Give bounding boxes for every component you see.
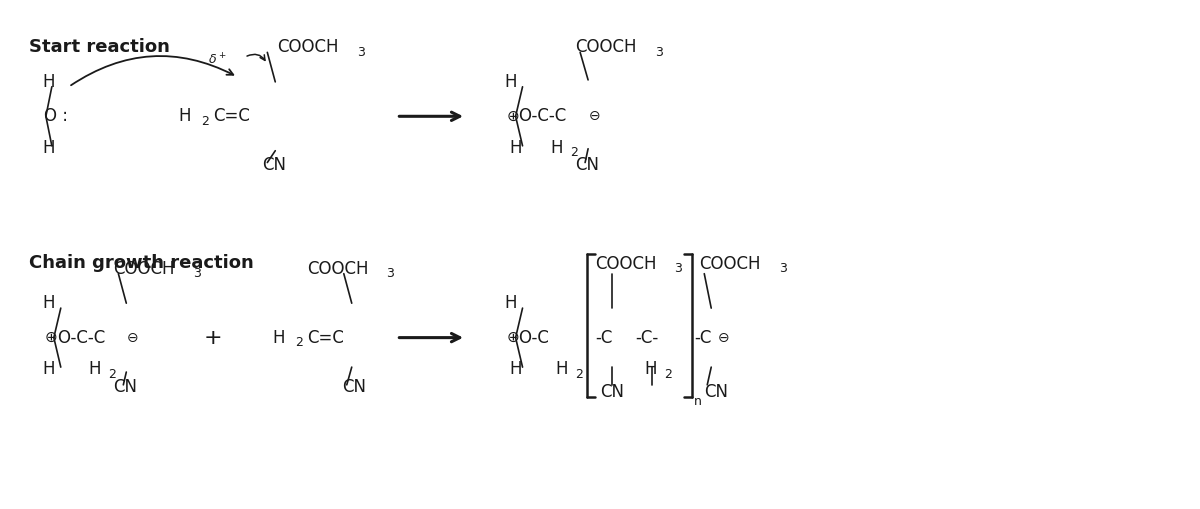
Text: 3: 3 xyxy=(779,262,787,275)
Text: 3: 3 xyxy=(386,267,395,280)
Text: 3: 3 xyxy=(193,267,200,280)
Text: -C: -C xyxy=(595,329,612,347)
Text: H: H xyxy=(43,294,55,312)
Text: 2: 2 xyxy=(108,367,116,381)
Text: CN: CN xyxy=(263,156,287,175)
Text: 2: 2 xyxy=(575,367,583,381)
Text: 2: 2 xyxy=(570,146,578,159)
Text: 3: 3 xyxy=(356,46,365,59)
FancyArrowPatch shape xyxy=(247,54,265,61)
Text: CN: CN xyxy=(575,156,599,175)
Text: H: H xyxy=(89,360,101,378)
Text: H: H xyxy=(43,360,55,378)
Text: H: H xyxy=(504,73,517,91)
Text: O-C-C: O-C-C xyxy=(518,107,566,125)
Text: H: H xyxy=(509,360,522,378)
Text: H: H xyxy=(509,139,522,157)
Text: H: H xyxy=(272,329,284,347)
Text: +: + xyxy=(203,328,222,348)
Text: Start reaction: Start reaction xyxy=(29,38,170,55)
Text: H: H xyxy=(644,360,658,378)
Text: COOCH: COOCH xyxy=(307,260,368,278)
Text: $\oplus$: $\oplus$ xyxy=(505,330,520,345)
Text: COOCH: COOCH xyxy=(114,260,175,278)
Text: Chain growth reaction: Chain growth reaction xyxy=(29,254,253,272)
Text: CN: CN xyxy=(114,378,138,396)
Text: 3: 3 xyxy=(655,46,662,59)
Text: 3: 3 xyxy=(674,262,683,275)
Text: COOCH: COOCH xyxy=(277,39,338,56)
Text: 2: 2 xyxy=(200,115,209,128)
Text: COOCH: COOCH xyxy=(575,39,637,56)
Text: 2: 2 xyxy=(665,367,672,381)
Text: $\ominus$: $\ominus$ xyxy=(588,109,600,123)
Text: O :: O : xyxy=(44,107,68,125)
Text: CN: CN xyxy=(704,383,728,401)
Text: C=C: C=C xyxy=(307,329,344,347)
Text: H: H xyxy=(43,139,55,157)
FancyArrowPatch shape xyxy=(71,56,233,85)
Text: n: n xyxy=(695,395,702,408)
Text: $\oplus$: $\oplus$ xyxy=(505,109,520,124)
Text: $\delta^+$: $\delta^+$ xyxy=(209,52,227,68)
Text: H: H xyxy=(504,294,517,312)
Text: -C: -C xyxy=(695,329,712,347)
Text: H: H xyxy=(551,139,563,157)
Text: COOCH: COOCH xyxy=(595,255,656,273)
Text: C=C: C=C xyxy=(212,107,250,125)
Text: COOCH: COOCH xyxy=(700,255,761,273)
Text: CN: CN xyxy=(342,378,366,396)
Text: 2: 2 xyxy=(295,336,304,349)
Text: O-C-C: O-C-C xyxy=(56,329,106,347)
Text: $\ominus$: $\ominus$ xyxy=(718,331,730,345)
Text: $\ominus$: $\ominus$ xyxy=(126,331,139,345)
Text: H: H xyxy=(178,107,191,125)
Text: -C-: -C- xyxy=(635,329,658,347)
Text: O-C: O-C xyxy=(518,329,550,347)
Text: H: H xyxy=(43,73,55,91)
Text: $\oplus$: $\oplus$ xyxy=(44,330,58,345)
Text: CN: CN xyxy=(600,383,624,401)
Text: H: H xyxy=(556,360,568,378)
